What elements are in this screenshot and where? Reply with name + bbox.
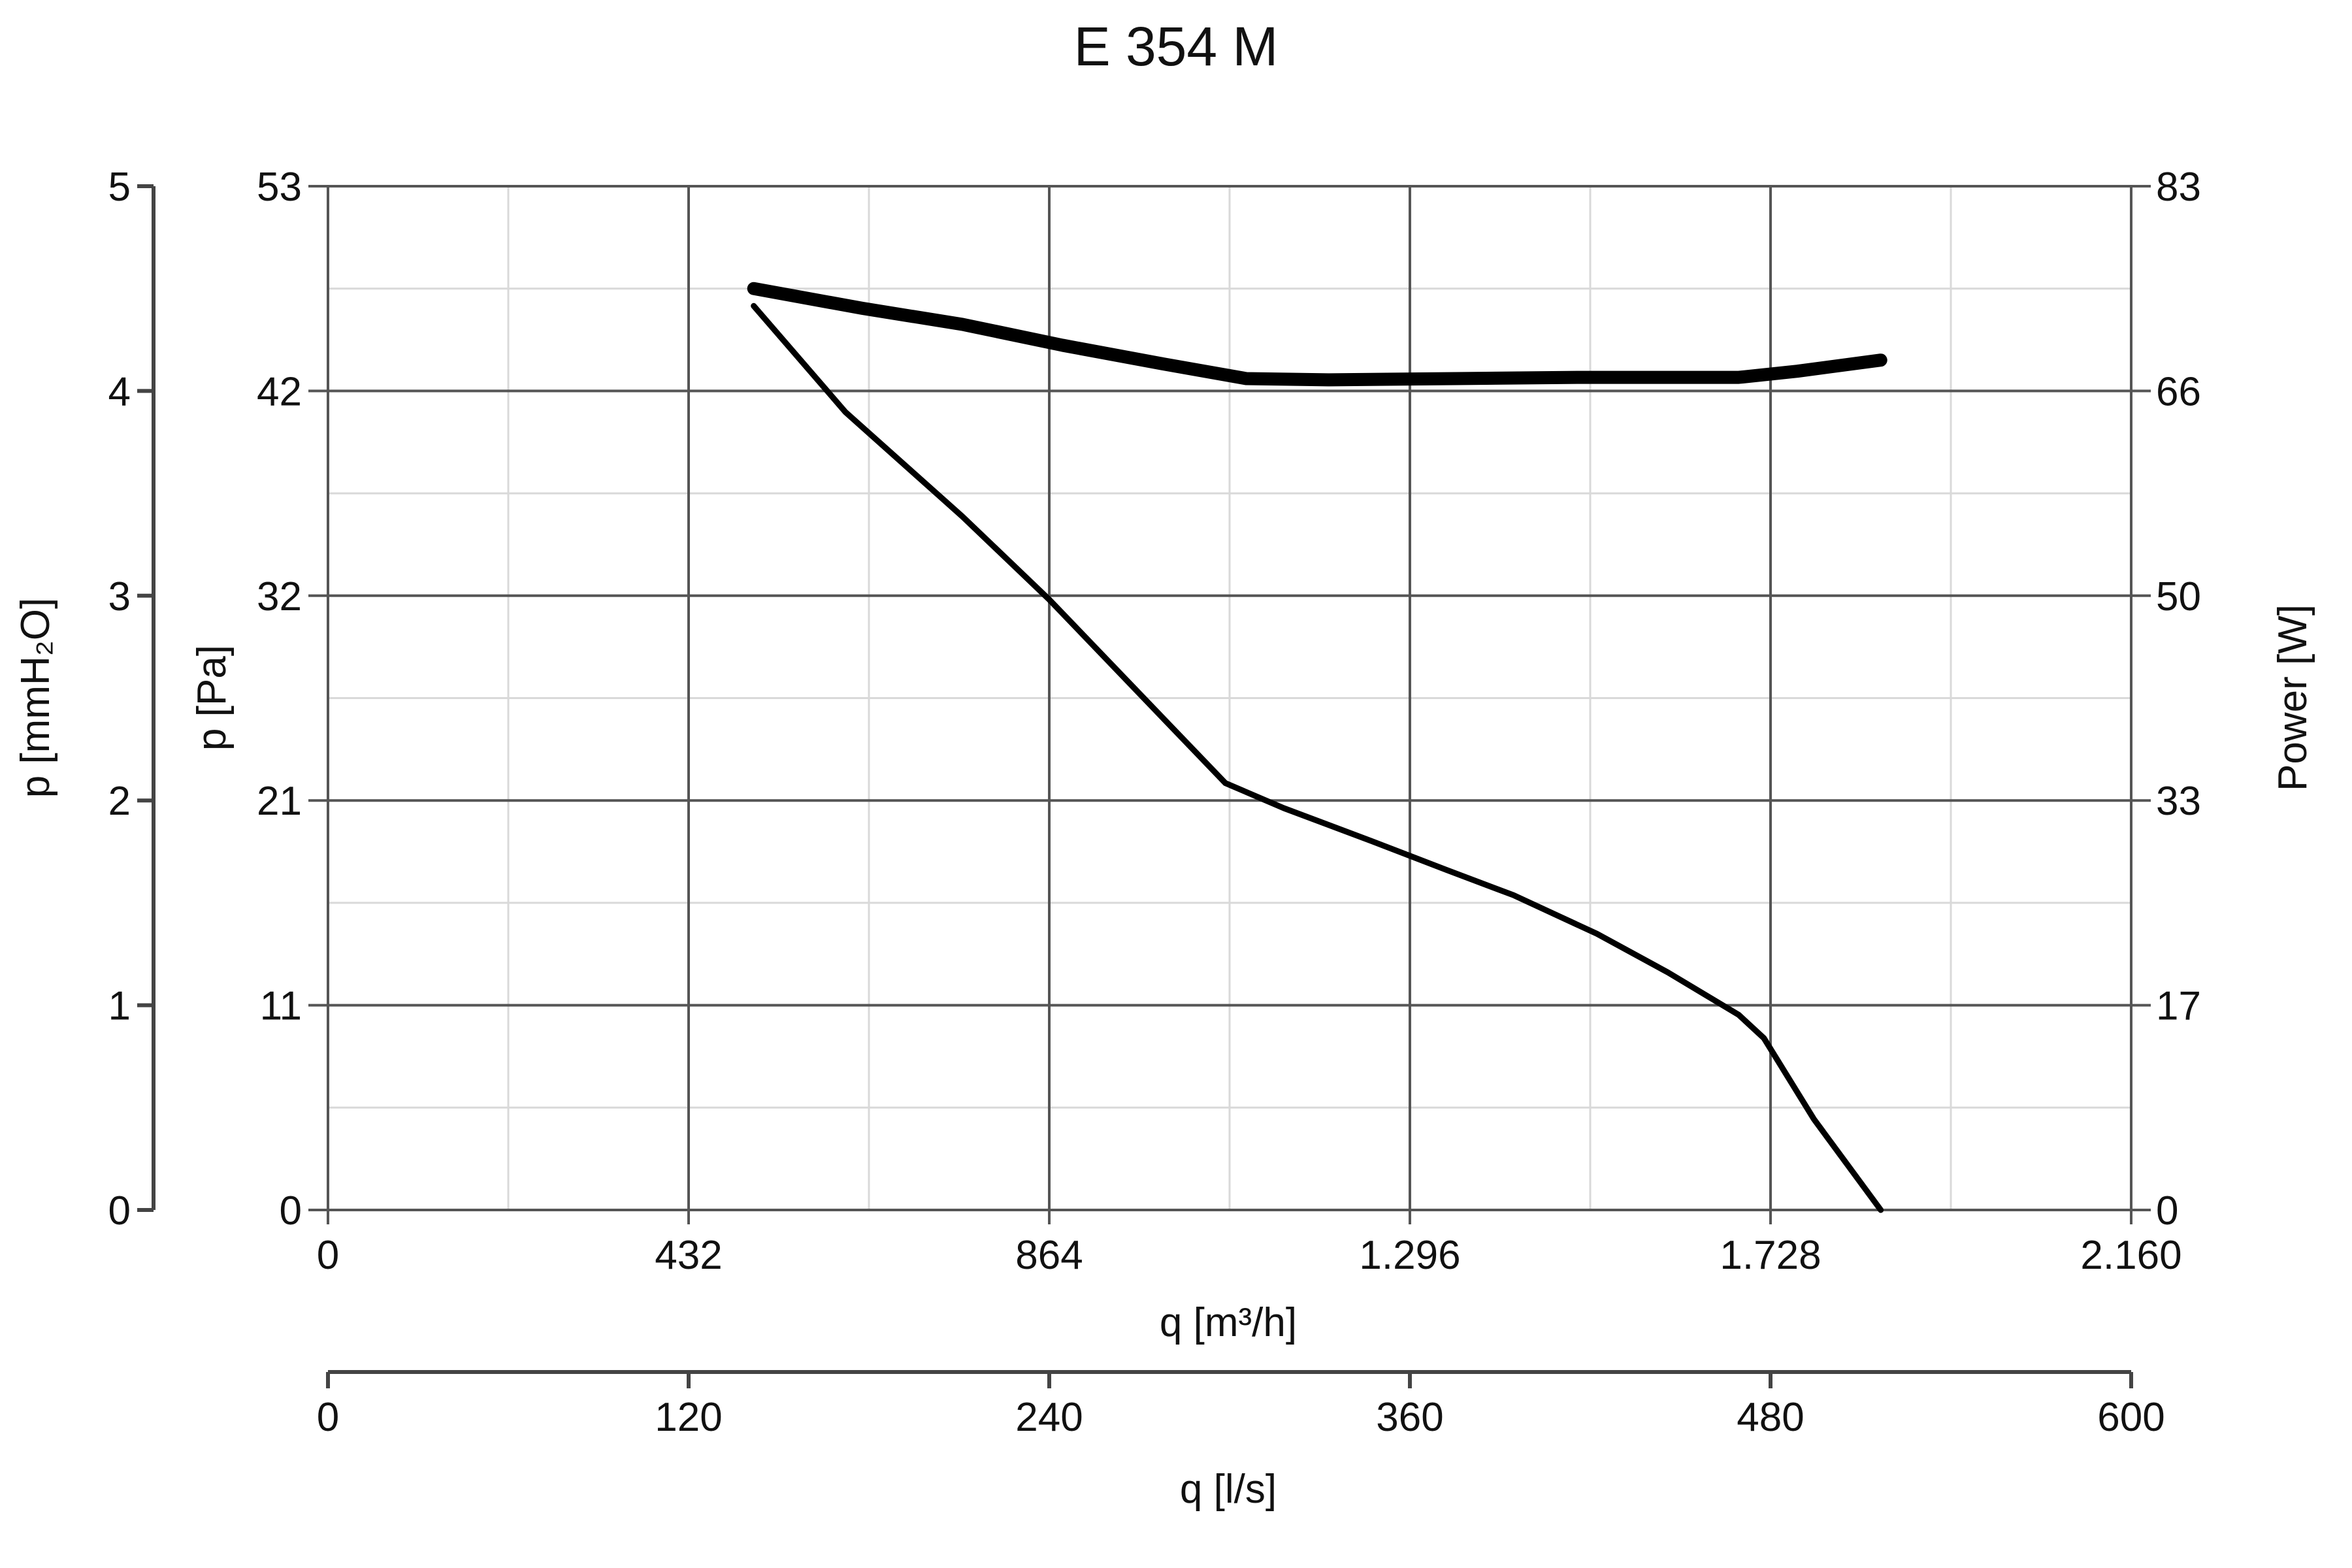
x-axis-label-m3h: q [m³/h]: [1160, 1300, 1297, 1345]
mmh2o-tick-label: 1: [108, 984, 131, 1029]
ls-tick-label: 480: [1737, 1395, 1804, 1440]
ls-tick-label: 360: [1376, 1395, 1443, 1440]
ls-tick-label: 240: [1015, 1395, 1083, 1440]
pa-tick-label: 53: [257, 165, 302, 210]
power-tick-labels: 0 17 33 50 66 83: [2131, 165, 2201, 1233]
minor-gridlines: [328, 186, 2131, 1210]
m3h-tick-label: 0: [317, 1233, 339, 1278]
mmh2o-tick-label: 3: [108, 574, 131, 619]
m3h-tick-label: 1.296: [1359, 1233, 1460, 1278]
major-gridlines: [327, 185, 2132, 1211]
power-tick-label: 17: [2156, 984, 2201, 1029]
mmh2o-tick-labels: 0 1 2 3 4 5: [108, 165, 154, 1233]
pa-tick-label: 42: [257, 369, 302, 414]
ls-tick-label: 600: [2097, 1395, 2164, 1440]
y-axis-label-pa: p [Pa]: [189, 645, 235, 751]
power-tick-label: 66: [2156, 369, 2201, 414]
power-tick-label: 33: [2156, 779, 2201, 824]
power-tick-label: 50: [2156, 574, 2201, 619]
x-axis-label-ls: q [l/s]: [1180, 1467, 1277, 1512]
ls-tick-label: 120: [655, 1395, 722, 1440]
m3h-tick-label: 1.728: [1720, 1233, 1821, 1278]
ls-tick-labels: 0 120 240 360 480 600: [317, 1372, 2165, 1440]
pa-tick-label: 11: [260, 984, 302, 1029]
y-axis-label-mmh2o: p [mmH₂O]: [13, 598, 58, 798]
mmh2o-tick-label: 5: [108, 165, 131, 210]
m3h-tick-label: 864: [1015, 1233, 1083, 1278]
power-curve: [747, 282, 1887, 387]
mmh2o-tick-label: 0: [108, 1188, 131, 1233]
m3h-tick-label: 2.160: [2080, 1233, 2181, 1278]
power-tick-label: 83: [2156, 165, 2201, 210]
ls-tick-label: 0: [317, 1395, 339, 1440]
m3h-tick-labels: 0 432 864 1.296 1.728 2.160: [317, 1210, 2182, 1278]
mmh2o-tick-label: 2: [108, 779, 131, 824]
pa-tick-labels: 0 11 21 32 42 53: [257, 165, 328, 1233]
pa-tick-label: 32: [257, 574, 302, 619]
y-axis-label-power: Power [W]: [2270, 604, 2315, 791]
power-tick-label: 0: [2156, 1188, 2178, 1233]
pa-tick-label: 0: [280, 1188, 302, 1233]
mmh2o-tick-label: 4: [108, 369, 131, 414]
pa-tick-label: 21: [257, 779, 302, 824]
pressure-curve: [751, 302, 1884, 1213]
m3h-tick-label: 432: [655, 1233, 722, 1278]
chart-title: E 354 M: [1074, 16, 1279, 77]
